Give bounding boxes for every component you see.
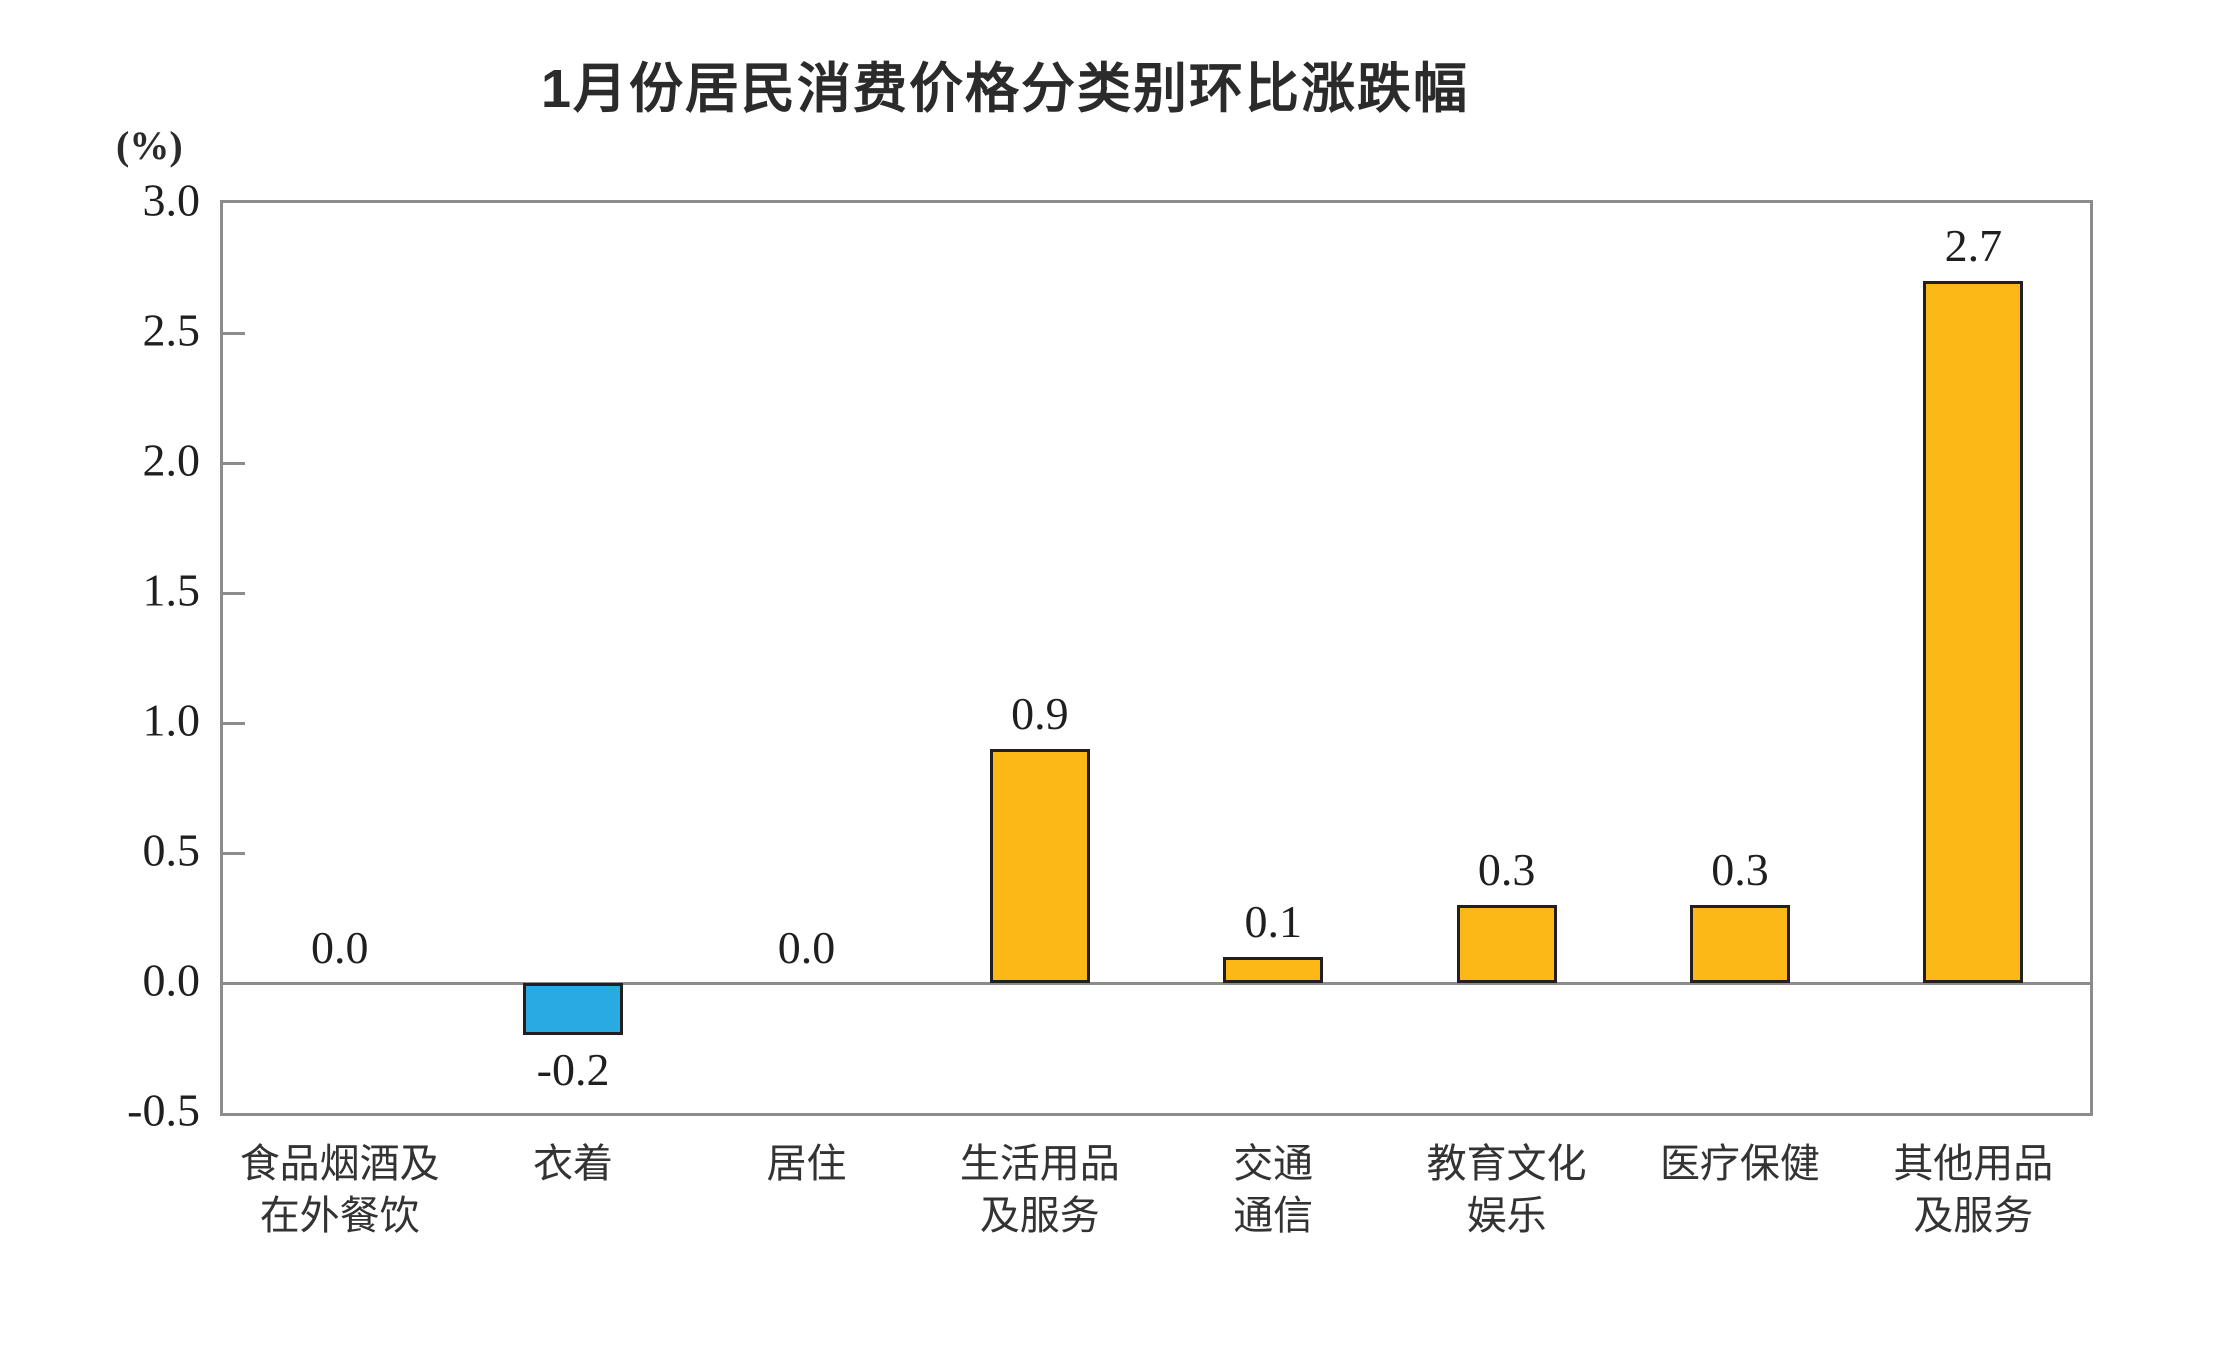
bar [989,749,1090,983]
x-tick-label-line: 娱乐 [1466,1194,1547,1238]
y-axis-unit-label: (%) [116,123,183,168]
bar-value-label: 0.0 [310,922,369,973]
x-tick-label-line: 及服务 [1913,1194,2034,1238]
x-tick-label-line: 食品烟酒及 [239,1142,440,1186]
x-tick-label-line: 交通 [1233,1142,1314,1186]
y-tick-mark [223,722,245,725]
y-tick-label: 1.5 [142,564,201,616]
x-tick-label-line: 在外餐饮 [259,1194,420,1238]
x-tick-label: 其他用品 及服务 [1893,1138,2053,1242]
bar [1456,905,1557,983]
y-tick-mark [223,332,245,335]
x-tick-label-line: 衣着 [533,1142,614,1186]
x-tick-label-line: 医疗保健 [1659,1142,1820,1186]
x-tick-label: 居住 [766,1138,846,1190]
bar-value-label: 0.1 [1244,896,1302,947]
plot-area: 0.0 -0.2 0.0 0.9 0.1 0.3 0.3 2.7 [220,200,2093,1116]
bar-value-label: 2.7 [1944,220,2003,271]
bar-value-label: 0.0 [777,922,836,973]
x-tick-label-line: 其他用品 [1893,1142,2054,1186]
bar-value-label: -0.2 [536,1044,610,1095]
y-tick-label: 3.0 [142,174,201,226]
y-tick-label: 2.0 [142,434,201,486]
bar [1689,905,1790,983]
bar-value-label: 0.3 [1711,844,1769,895]
x-tick-label-line: 及服务 [979,1194,1100,1238]
bar [1923,281,2024,983]
y-tick-label: 2.5 [142,304,201,356]
bar-value-label: 0.9 [1011,688,1069,739]
y-tick-label: 1.0 [142,694,201,746]
x-tick-label: 交通 通信 [1233,1138,1313,1242]
y-tick-label: 0.5 [142,824,201,876]
y-tick-label: 0.0 [142,954,201,1006]
x-tick-label-line: 居住 [766,1142,847,1186]
zero-axis-line [223,982,2090,985]
y-tick-mark [223,462,245,465]
y-tick-mark [223,852,245,855]
x-tick-label-line: 生活用品 [959,1142,1120,1186]
x-tick-label: 食品烟酒及 在外餐饮 [240,1138,440,1242]
x-tick-label-line: 教育文化 [1426,1142,1587,1186]
chart-title: 1月份居民消费价格分类别环比涨跌幅 [540,59,1470,119]
x-tick-label: 医疗保健 [1660,1138,1820,1190]
y-tick-mark [223,592,245,595]
bar [1223,957,1324,983]
x-tick-label: 教育文化 娱乐 [1427,1138,1587,1242]
bar [523,983,624,1035]
x-tick-label: 生活用品 及服务 [960,1138,1120,1242]
x-tick-label-line: 通信 [1233,1194,1314,1238]
bar-value-label: 0.3 [1477,844,1536,895]
x-tick-label: 衣着 [533,1138,613,1190]
y-tick-label: -0.5 [127,1084,200,1136]
